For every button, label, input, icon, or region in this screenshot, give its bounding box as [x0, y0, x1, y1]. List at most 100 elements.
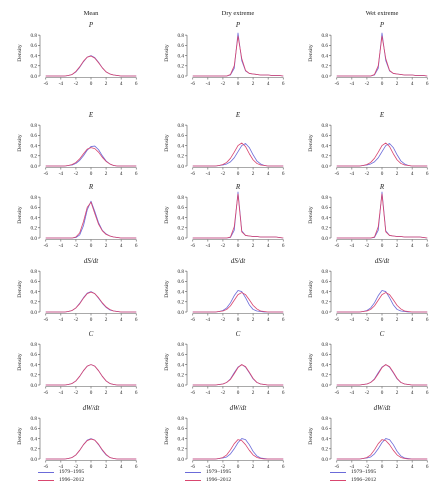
y-tick-label: 0.6 [178, 279, 185, 285]
legend-item-1996-2012: 1996–2012 [38, 476, 84, 484]
series-line-1979-1995 [45, 200, 137, 239]
x-tick-label: -2 [365, 390, 370, 396]
series-line-1996-2012 [45, 201, 137, 239]
panel-variable-label: C [380, 330, 385, 338]
y-tick-label: 0.2 [31, 373, 38, 379]
panel-variable-label: dS/dt [84, 257, 99, 265]
y-tick-label: 0.0 [322, 74, 329, 80]
y-tick-label: 0.6 [322, 205, 329, 211]
x-tick-label: 2 [396, 171, 399, 177]
legend-swatch-red [330, 479, 346, 481]
y-axis-title: Density [17, 134, 23, 152]
y-tick-label: 0.8 [178, 342, 185, 348]
x-tick-label: 0 [381, 81, 384, 87]
y-tick-label: 0.2 [31, 226, 38, 232]
series-line-1996-2012 [45, 364, 137, 386]
x-tick-label: 0 [90, 464, 93, 470]
x-tick-label: -2 [365, 243, 370, 249]
x-tick-label: 2 [105, 171, 108, 177]
x-tick-label: -4 [350, 464, 355, 470]
y-tick-label: 0.2 [31, 300, 38, 306]
x-tick-label: -2 [221, 464, 226, 470]
legend-item-1979-1995: 1979–1995 [38, 468, 84, 476]
x-tick-label: -2 [74, 390, 79, 396]
panel-variable-label: E [235, 111, 241, 119]
y-tick-label: 0.0 [31, 74, 38, 80]
series-line-1996-2012 [336, 193, 428, 239]
series-line-1996-2012 [336, 439, 428, 460]
y-tick-label: 0.0 [31, 236, 38, 242]
y-axis-title: Density [164, 353, 170, 371]
x-tick-label: 4 [267, 81, 270, 87]
x-tick-label: 2 [396, 464, 399, 470]
series-line-1996-2012 [336, 364, 428, 386]
x-tick-label: 2 [105, 317, 108, 323]
x-tick-label: -6 [335, 171, 340, 177]
y-tick-label: 0.4 [322, 215, 329, 221]
x-tick-label: 2 [105, 464, 108, 470]
panel-variable-label: R [235, 183, 241, 191]
x-tick-label: -6 [335, 317, 340, 323]
y-tick-label: 0.2 [322, 226, 329, 232]
x-tick-label: 4 [120, 243, 123, 249]
y-tick-label: 0.2 [178, 447, 185, 453]
y-tick-label: 0.6 [31, 426, 38, 432]
y-tick-label: 0.2 [178, 154, 185, 160]
y-tick-label: 0.4 [322, 143, 329, 149]
y-tick-label: 0.8 [178, 195, 185, 201]
y-tick-label: 0.4 [322, 289, 329, 295]
x-tick-label: 2 [396, 81, 399, 87]
legend-item-1996-2012: 1996–2012 [185, 476, 231, 484]
x-tick-label: 2 [396, 243, 399, 249]
x-tick-label: -4 [350, 317, 355, 323]
x-tick-label: 6 [426, 81, 429, 87]
legend-item-1979-1995: 1979–1995 [330, 468, 376, 476]
x-tick-label: 6 [135, 243, 138, 249]
y-tick-label: 0.6 [322, 133, 329, 139]
y-tick-label: 0.8 [31, 195, 38, 201]
x-tick-label: 2 [396, 390, 399, 396]
x-tick-label: -4 [206, 464, 211, 470]
x-tick-label: -4 [59, 81, 64, 87]
x-tick-label: 0 [381, 390, 384, 396]
x-tick-label: -6 [191, 317, 196, 323]
x-tick-label: 2 [252, 81, 255, 87]
series-line-1979-1995 [192, 143, 284, 167]
y-axis-title: Density [164, 44, 170, 62]
x-tick-label: 4 [411, 317, 414, 323]
series-line-1979-1995 [45, 145, 137, 167]
y-tick-label: 0.8 [322, 195, 329, 201]
column-title: Mean [84, 10, 100, 17]
series-line-1979-1995 [45, 364, 137, 386]
y-axis-title: Density [17, 280, 23, 298]
legend-item-1996-2012: 1996–2012 [330, 476, 376, 484]
y-tick-label: 0.2 [322, 447, 329, 453]
y-tick-label: 0.6 [31, 133, 38, 139]
y-tick-label: 0.6 [31, 279, 38, 285]
series-line-1996-2012 [192, 364, 284, 386]
panel-variable-label: dS/dt [375, 257, 390, 265]
y-axis-title: Density [164, 427, 170, 445]
x-tick-label: -6 [335, 243, 340, 249]
y-tick-label: 0.8 [31, 33, 38, 39]
x-tick-label: -2 [365, 171, 370, 177]
y-tick-label: 0.2 [31, 64, 38, 70]
x-tick-label: -4 [206, 317, 211, 323]
y-tick-label: 0.8 [31, 416, 38, 422]
y-tick-label: 0.2 [322, 300, 329, 306]
y-axis-title: Density [164, 280, 170, 298]
series-line-1996-2012 [45, 147, 137, 167]
x-tick-label: 4 [267, 317, 270, 323]
x-tick-label: 4 [267, 390, 270, 396]
x-tick-label: 0 [381, 171, 384, 177]
y-tick-label: 0.8 [322, 123, 329, 129]
y-tick-label: 0.4 [31, 362, 38, 368]
legend-mean-column: 1979–1995 1996–2012 [38, 468, 84, 484]
x-tick-label: -2 [74, 171, 79, 177]
y-tick-label: 0.4 [178, 143, 185, 149]
legend-dry-column: 1979–1995 1996–2012 [185, 468, 231, 484]
y-axis-title: Density [17, 427, 23, 445]
x-tick-label: 6 [426, 171, 429, 177]
panel-variable-label: E [379, 111, 385, 119]
x-tick-label: -6 [335, 81, 340, 87]
